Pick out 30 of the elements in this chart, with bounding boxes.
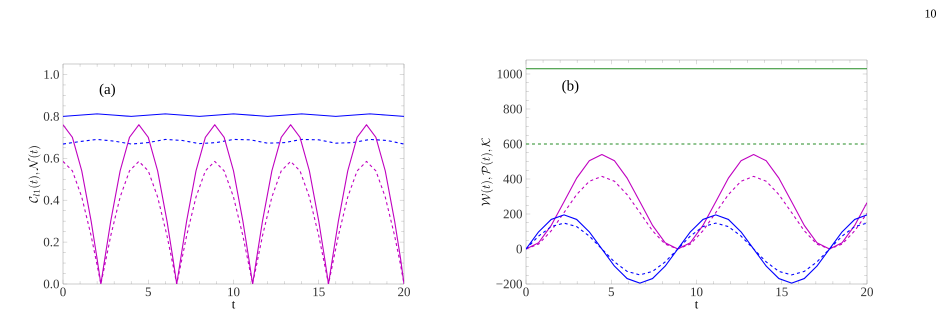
y-tick-label: 600 — [504, 140, 522, 148]
x-tick-label: 20 — [861, 288, 873, 296]
y-tick-label: −200 — [496, 280, 522, 288]
x-tick-label: 5 — [608, 288, 614, 296]
y-tick-label: 0.2 — [44, 238, 59, 246]
x-tick-label: 15 — [776, 288, 788, 296]
y-axis-title: $\mathcal{C}_{l1}(t),\mathcal{N}(t)$ — [28, 146, 40, 203]
y-tick-label: 0 — [516, 244, 522, 254]
x-tick-label: 15 — [313, 288, 325, 296]
y-tick-label: 400 — [503, 174, 522, 184]
text: 10 — [926, 10, 936, 18]
y-axis-title: $\mathcal{W}(t),\mathcal{P}(t),\mathcal{K}$ — [480, 138, 493, 206]
x-tick-label: 0 — [60, 288, 66, 296]
y-tick-label: 800 — [504, 104, 522, 114]
y-tick-label: 1000 — [498, 70, 522, 78]
y-tick-label: 0.8 — [44, 112, 59, 121]
annotation: (b) — [562, 80, 578, 94]
x-tick-label: 0 — [523, 288, 529, 296]
y-tick-label: 1.0 — [44, 70, 59, 79]
x-tick-label: 20 — [398, 288, 410, 296]
y-tick-label: 0.4 — [44, 196, 60, 205]
x-axis-title: t — [232, 301, 236, 309]
y-tick-label: 0.0 — [44, 280, 59, 288]
x-axis-title: t — [694, 301, 698, 309]
x-tick-label: 10 — [228, 288, 240, 296]
y-tick-label: 200 — [504, 210, 522, 218]
x-tick-label: 5 — [146, 288, 151, 296]
y-tick-label: 0.6 — [44, 154, 60, 163]
x-tick-label: 10 — [691, 288, 702, 296]
annotation: (a) — [100, 84, 115, 98]
